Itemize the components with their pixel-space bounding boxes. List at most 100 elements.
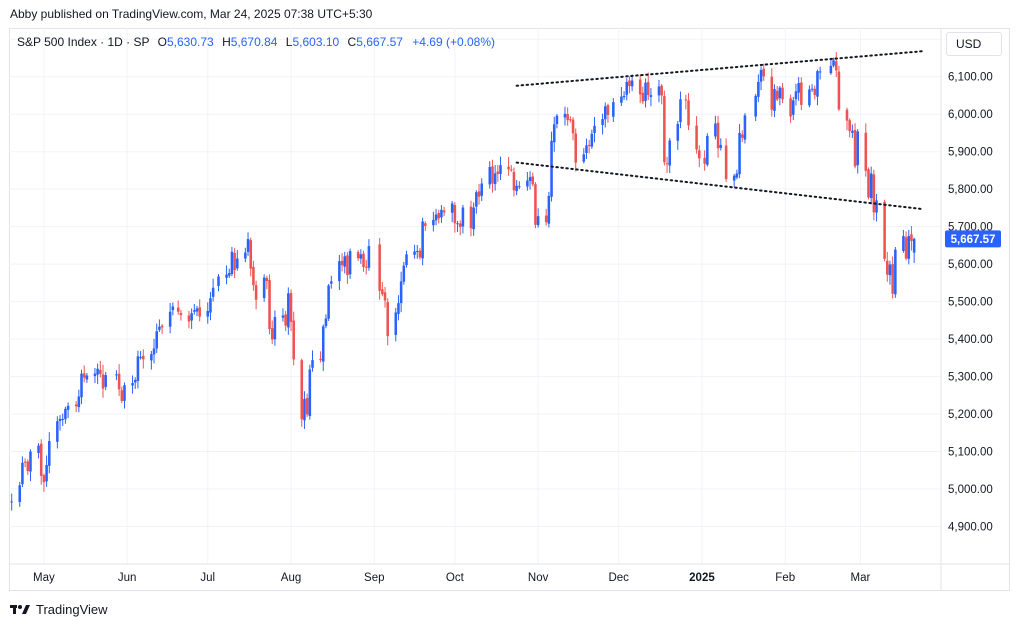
candle-body <box>265 277 269 282</box>
candle-body <box>319 358 322 361</box>
candle-body <box>61 418 64 420</box>
candle-body <box>348 251 352 275</box>
lower-support-trendline[interactable] <box>515 161 924 211</box>
candle-body <box>719 144 723 148</box>
candle-body <box>399 281 403 304</box>
candle-body <box>622 95 626 98</box>
candle-body <box>649 95 653 97</box>
time-tick-label: Feb <box>775 572 795 584</box>
candle-body <box>507 166 510 170</box>
candle-body <box>432 219 435 226</box>
candle-body <box>217 276 220 287</box>
candle-body <box>531 176 535 185</box>
high-label: H <box>222 35 231 49</box>
candle-body <box>606 105 610 115</box>
candle-body <box>155 331 158 349</box>
candle-body <box>716 122 720 149</box>
candle-body <box>735 173 739 178</box>
high-value: 5,670.84 <box>230 35 278 49</box>
candle-body <box>480 183 483 196</box>
candle-body <box>496 171 500 174</box>
time-tick-label: Nov <box>528 572 549 584</box>
price-axis[interactable]: 4,900.00 5,000.00 5,100.00 5,200.00 5,300.00… <box>948 34 993 533</box>
candle-body <box>512 171 516 191</box>
candle-body <box>518 186 521 188</box>
candle-body <box>883 201 886 259</box>
candle-body <box>150 354 153 361</box>
candle-body <box>10 501 13 503</box>
footer-brand[interactable]: TradingView <box>10 600 108 618</box>
candle-body <box>442 210 446 213</box>
candle-body <box>837 71 841 110</box>
publisher-header: Abby published on TradingView.com, Mar 2… <box>0 0 1018 28</box>
candle-body <box>193 310 196 312</box>
candle-body <box>818 71 822 73</box>
candle-body <box>300 360 304 420</box>
candle-body <box>770 76 774 110</box>
candle-body <box>230 251 234 274</box>
candle-body <box>781 87 784 100</box>
candle-body <box>104 375 107 387</box>
last-price-badge <box>945 230 1001 248</box>
candle-body <box>663 96 666 163</box>
candle-body <box>628 80 631 87</box>
candle-body <box>902 236 905 251</box>
time-tick-label: May <box>33 572 55 584</box>
candle-body <box>555 115 559 125</box>
candle-body <box>176 307 180 312</box>
candle-body <box>644 82 647 101</box>
candle-body <box>244 252 247 259</box>
candle-body <box>499 165 502 174</box>
candle-body <box>461 207 465 227</box>
publisher-text: Abby published on TradingView.com, Mar 2… <box>10 7 373 21</box>
symbol-label[interactable]: S&P 500 Index · 1D · SP <box>17 35 150 49</box>
candle-body <box>338 261 341 282</box>
time-axis[interactable]: May Jun Jul Aug Sep Oct Nov Dec 2025 Feb Mar <box>33 572 870 584</box>
candle-body <box>792 100 795 115</box>
candle-body <box>236 258 239 269</box>
candle-body <box>327 285 330 319</box>
candle-body <box>834 61 838 71</box>
candle-body <box>21 462 24 485</box>
low-value: 5,603.10 <box>292 35 340 49</box>
candle-body <box>904 237 908 259</box>
time-tick-label: Jun <box>118 572 137 584</box>
last-price-label: 5,667.57 <box>951 234 996 246</box>
candle-body <box>475 192 478 207</box>
candle-body <box>724 145 728 180</box>
candle-body <box>362 253 365 268</box>
candle-body <box>813 88 817 96</box>
candles <box>10 52 916 511</box>
candle-body <box>80 373 83 398</box>
candle-body <box>660 85 663 96</box>
candle-body <box>120 390 124 401</box>
candle-body <box>491 166 494 184</box>
candle-body <box>488 167 492 185</box>
candle-body <box>810 88 814 90</box>
price-tick-label: 5,300.00 <box>948 372 993 384</box>
candle-body <box>45 465 48 482</box>
candle-body <box>268 280 271 329</box>
price-tick-label: 5,100.00 <box>948 447 993 459</box>
candle-body <box>82 373 86 378</box>
upper-resistance-trendline[interactable] <box>515 50 924 87</box>
price-tick-label: 5,800.00 <box>948 184 993 196</box>
candle-body <box>39 443 43 476</box>
candle-body <box>101 374 105 389</box>
candle-body <box>695 125 698 150</box>
candle-body <box>563 113 567 118</box>
candle-body <box>566 114 569 121</box>
candle-body <box>888 264 892 276</box>
currency-selector[interactable]: USD <box>946 32 1002 56</box>
price-tick-label: 5,500.00 <box>948 297 993 309</box>
candle-body <box>85 375 89 380</box>
candle-body <box>281 315 285 318</box>
candle-body <box>526 180 529 187</box>
candle-body <box>590 133 594 147</box>
change-value: +4.69 (+0.08%) <box>412 35 496 49</box>
tradingview-logo-icon <box>10 605 30 614</box>
candle-body <box>875 200 878 213</box>
candle-body <box>96 368 99 375</box>
candle-body <box>117 373 121 390</box>
